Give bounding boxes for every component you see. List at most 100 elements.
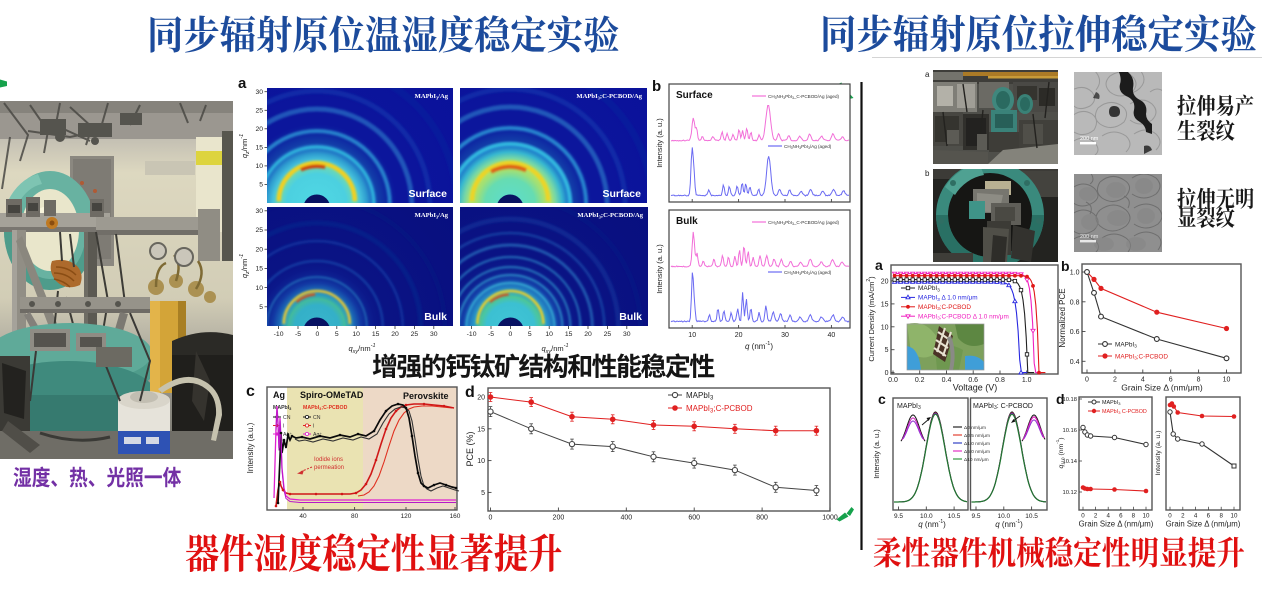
svg-text:10: 10 [255, 163, 263, 170]
svg-text:MAPbI3;C-PCBOD: MAPbI3;C-PCBOD [686, 404, 753, 415]
svg-text:Intensity (a.u.): Intensity (a.u.) [246, 422, 255, 473]
svg-text:a: a [875, 257, 883, 273]
svg-text:MAPbI3;C-PCBOD/Ag: MAPbI3;C-PCBOD/Ag [576, 93, 642, 101]
svg-text:20: 20 [391, 331, 399, 338]
svg-text:9.5: 9.5 [894, 513, 903, 520]
svg-text:0: 0 [509, 331, 513, 338]
svg-text:9.5: 9.5 [971, 513, 980, 520]
svg-text:c: c [878, 391, 886, 407]
svg-text:15: 15 [255, 266, 263, 273]
svg-text:15: 15 [881, 301, 889, 308]
svg-text:10.12: 10.12 [1062, 490, 1077, 496]
svg-text:Intensity (a. u.): Intensity (a. u.) [655, 244, 664, 294]
svg-text:PCE (%): PCE (%) [465, 431, 475, 466]
svg-text:Voltage (V): Voltage (V) [953, 383, 998, 393]
svg-text:MAPbI3/Ag: MAPbI3/Ag [415, 212, 449, 220]
svg-text:MAPbI3: MAPbI3 [686, 391, 714, 402]
svg-text:Normalized PCE: Normalized PCE [1058, 288, 1067, 347]
svg-text:10.16: 10.16 [1062, 428, 1077, 434]
svg-text:20: 20 [477, 395, 485, 402]
svg-text:Grain Size Δ (nm/μm): Grain Size Δ (nm/μm) [1166, 520, 1241, 529]
svg-text:Ag⁺: Ag⁺ [313, 432, 322, 438]
svg-text:10: 10 [352, 331, 360, 338]
svg-text:Surface: Surface [602, 188, 641, 200]
svg-text:20: 20 [584, 331, 592, 338]
svg-text:20: 20 [255, 246, 263, 253]
svg-text:30: 30 [430, 331, 438, 338]
svg-text:30: 30 [623, 331, 631, 338]
svg-text:Intensity (a. u.): Intensity (a. u.) [1155, 431, 1162, 476]
svg-text:800: 800 [756, 515, 768, 522]
svg-text:30: 30 [255, 208, 263, 215]
svg-text:0: 0 [316, 331, 320, 338]
svg-text:b: b [652, 78, 661, 95]
svg-text:I: I [283, 424, 284, 430]
svg-text:q (nm-1): q (nm-1) [745, 341, 773, 351]
svg-text:MAPbI3/Ag: MAPbI3/Ag [415, 93, 449, 101]
svg-text:0: 0 [885, 370, 889, 377]
svg-text:4: 4 [1194, 513, 1198, 520]
svg-text:25: 25 [604, 331, 612, 338]
svg-text:30: 30 [781, 332, 789, 339]
svg-text:10: 10 [688, 332, 696, 339]
svg-text:160: 160 [450, 513, 461, 520]
svg-text:40: 40 [299, 513, 307, 520]
svg-text:10: 10 [477, 458, 485, 465]
svg-text:10: 10 [1223, 377, 1231, 384]
svg-text:Perovskite: Perovskite [403, 391, 449, 401]
svg-text:CH3NH3PbI3/Ag (aged): CH3NH3PbI3/Ag (aged) [784, 270, 832, 276]
svg-text:400: 400 [620, 515, 632, 522]
svg-text:30: 30 [255, 89, 263, 96]
svg-text:5: 5 [885, 347, 889, 354]
svg-text:Δ0 nm/μm: Δ0 nm/μm [964, 425, 986, 431]
svg-text:2: 2 [1094, 513, 1098, 520]
svg-text:Bulk: Bulk [676, 216, 698, 227]
svg-text:-10: -10 [467, 331, 477, 338]
svg-text:0: 0 [489, 515, 493, 522]
svg-text:0.6: 0.6 [968, 377, 978, 384]
svg-text:MAPbI3: MAPbI3 [273, 405, 292, 411]
svg-text:10.0: 10.0 [997, 513, 1010, 520]
svg-text:d: d [1056, 391, 1065, 407]
svg-text:MAPbI3;C-PCBOD Δ 1.0 nm/μm: MAPbI3;C-PCBOD Δ 1.0 nm/μm [918, 313, 1009, 320]
svg-text:25: 25 [411, 331, 419, 338]
svg-text:MAPbI3: MAPbI3 [897, 403, 921, 411]
svg-text:0.8: 0.8 [1070, 299, 1080, 306]
svg-text:8: 8 [1219, 513, 1223, 520]
svg-text:Surface: Surface [408, 188, 447, 200]
svg-text:a: a [238, 75, 247, 92]
svg-text:20: 20 [255, 126, 263, 133]
svg-text:CN: CN [283, 415, 291, 421]
svg-text:Intensity (a. u.): Intensity (a. u.) [655, 118, 664, 168]
svg-text:qz/nm-1: qz/nm-1 [239, 254, 251, 278]
svg-text:0.8: 0.8 [995, 377, 1005, 384]
svg-text:10: 10 [255, 285, 263, 292]
svg-text:MAPbI3;C-PCBOD: MAPbI3;C-PCBOD [918, 304, 971, 311]
svg-text:8: 8 [1197, 377, 1201, 384]
svg-text:-5: -5 [295, 331, 301, 338]
svg-text:d: d [465, 384, 475, 401]
svg-text:CH3NH3PbI3/Ag (aged): CH3NH3PbI3/Ag (aged) [784, 144, 832, 150]
svg-text:600: 600 [688, 515, 700, 522]
svg-text:Intensity (a. u.): Intensity (a. u.) [872, 429, 881, 479]
svg-text:MAPbI3: MAPbI3 [1102, 400, 1121, 406]
svg-text:MAPbI3;C-PCBOD: MAPbI3;C-PCBOD [303, 405, 348, 411]
svg-text:0: 0 [1085, 377, 1089, 384]
svg-text:Current Density (mA/cm2): Current Density (mA/cm2) [866, 276, 876, 362]
svg-text:MAPbI3 C-PCBOD: MAPbI3 C-PCBOD [1102, 409, 1147, 415]
svg-text:10.0: 10.0 [920, 513, 933, 520]
svg-text:MAPbI3: MAPbI3 [1115, 342, 1137, 349]
svg-text:15: 15 [255, 145, 263, 152]
svg-text:qxy/nm-1: qxy/nm-1 [541, 343, 568, 355]
svg-text:1000: 1000 [822, 515, 838, 522]
svg-text:1.0: 1.0 [1022, 377, 1032, 384]
svg-text:Δ5.0 nm/μm: Δ5.0 nm/μm [964, 449, 990, 455]
svg-text:CH3NH3PbI3_C-PCBOD/Ag (aged): CH3NH3PbI3_C-PCBOD/Ag (aged) [768, 94, 840, 100]
svg-text:CN: CN [313, 415, 321, 421]
svg-text:5: 5 [481, 490, 485, 497]
svg-text:0: 0 [1081, 513, 1085, 520]
svg-text:5: 5 [259, 182, 263, 189]
svg-text:CH3NH3PbI3_C-PCBOD/Ag (aged): CH3NH3PbI3_C-PCBOD/Ag (aged) [768, 220, 840, 226]
svg-text:0.0: 0.0 [888, 377, 898, 384]
svg-text:Ag: Ag [273, 390, 285, 400]
